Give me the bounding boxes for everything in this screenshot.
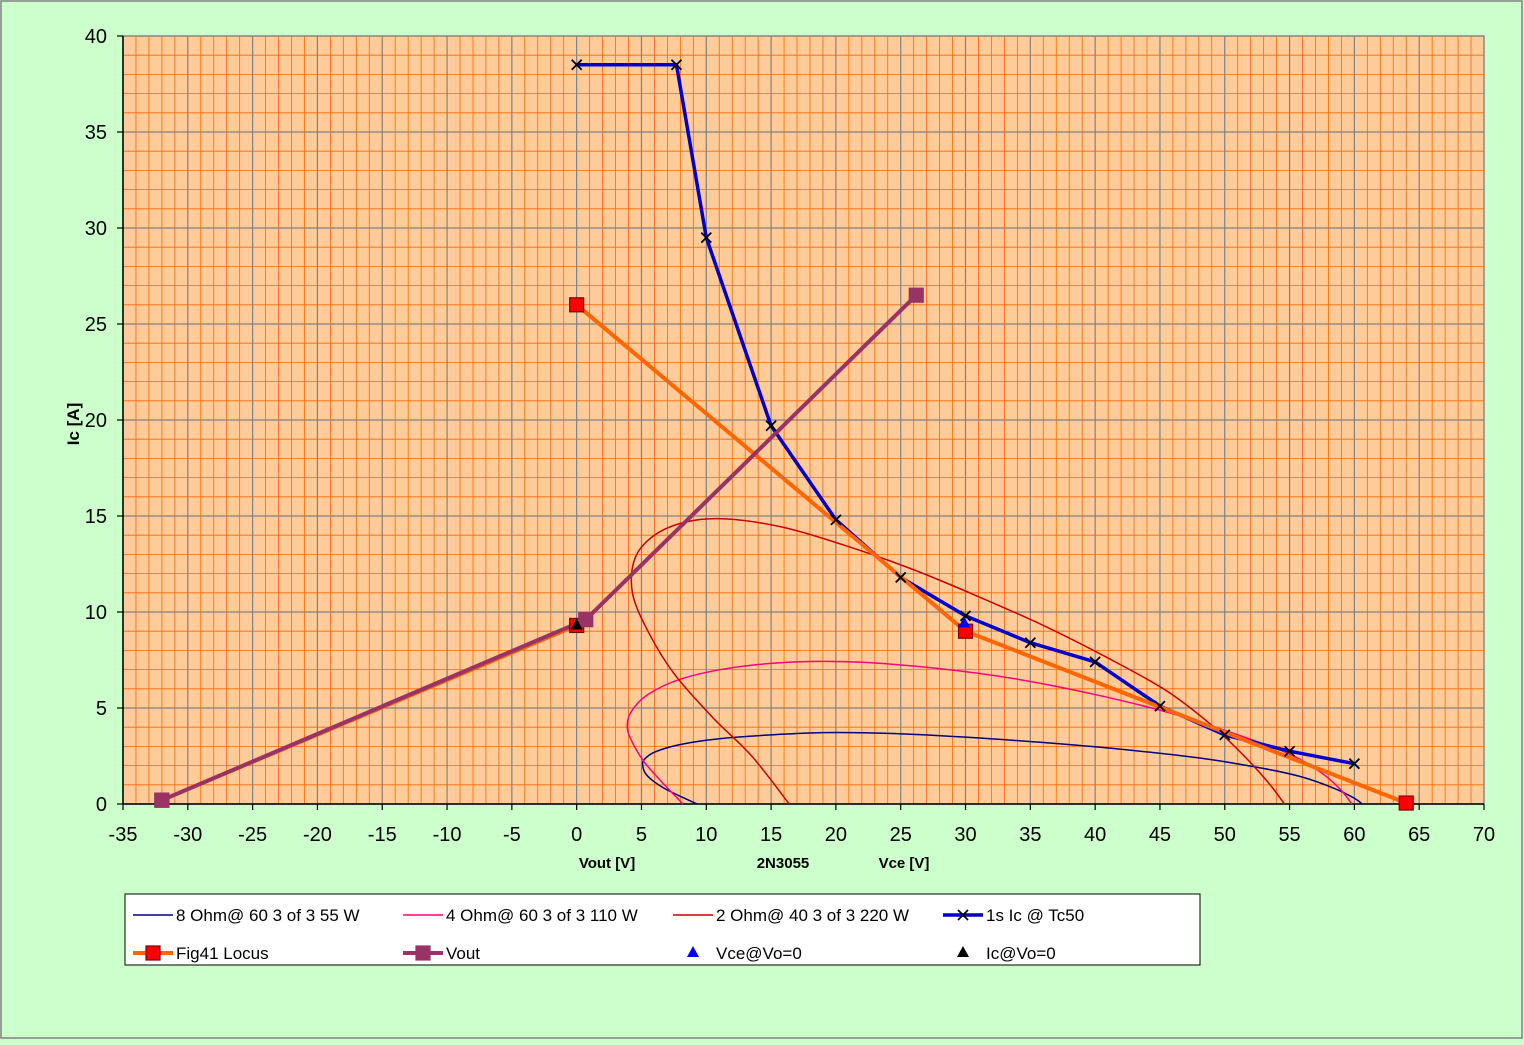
series-1s-ic-tc50-point	[830, 514, 842, 526]
series-vout-point	[154, 792, 170, 808]
x-tick-label: -25	[238, 824, 267, 846]
series-fig41-locus-point	[569, 297, 585, 313]
y-axis-label: Ic [A]	[64, 403, 83, 446]
series-vout-point	[578, 612, 594, 628]
series-fig41-locus-point	[1398, 795, 1414, 811]
legend-1s-ic-tc50-marker-stroke	[957, 909, 969, 921]
legend-vout-label: Vout	[446, 944, 480, 963]
x-tick-label: 50	[1214, 824, 1236, 846]
series-1s-ic-tc50-point	[1154, 700, 1166, 712]
series-1s-ic-tc50-point-stroke	[895, 571, 907, 584]
y-tick-label: 0	[96, 794, 107, 816]
legend-ic-vo-0-label: Ic@Vo=0	[986, 944, 1056, 963]
y-tick-label: 20	[85, 410, 107, 432]
x-tick-label: -10	[433, 824, 462, 846]
legend-fig41-locus-label: Fig41 Locus	[176, 944, 269, 963]
series-1s-ic-tc50-point-stroke	[1283, 745, 1296, 757]
x-tick-label: -15	[368, 824, 397, 846]
y-tick-label: 5	[96, 698, 107, 720]
series-1s-ic-tc50-point	[571, 59, 583, 71]
legend-vce-vo-0-label: Vce@Vo=0	[716, 944, 802, 963]
x-tick-label: -5	[503, 824, 521, 846]
x-tick-label: -30	[173, 824, 202, 846]
series-1s-ic-tc50-point-stroke	[1089, 656, 1101, 668]
x-tick-label: 10	[695, 824, 717, 846]
legend-8-ohm-60-3-of-3-55-w-label: 8 Ohm@ 60 3 of 3 55 W	[176, 906, 360, 925]
series-1s-ic-tc50-point-stroke	[1024, 637, 1036, 649]
x-tick-label: 30	[954, 824, 976, 846]
series-ic-vo-0-point	[570, 618, 583, 630]
series-1s-ic-tc50-point-stroke	[700, 231, 712, 244]
series-1s-ic-tc50-point	[1283, 745, 1296, 757]
y-tick-label: 40	[85, 26, 107, 48]
y-tick-label: 30	[85, 218, 107, 240]
x-tick-label: 60	[1343, 824, 1365, 846]
legend-1s-ic-tc50-label: 1s Ic @ Tc50	[986, 906, 1084, 925]
y-tick-label: 10	[85, 602, 107, 624]
x-tick-label: 25	[890, 824, 912, 846]
x-tick-label: 40	[1084, 824, 1106, 846]
legend-ic-vo-0-marker	[957, 946, 969, 957]
series-1s-ic-tc50-point-stroke	[830, 514, 842, 526]
series-1s-ic-tc50-point-stroke	[670, 59, 683, 71]
series-1s-ic-tc50-point	[959, 610, 972, 622]
series-1s-ic-tc50-point-stroke	[1219, 729, 1231, 741]
series-1s-ic-tc50-point	[700, 231, 712, 244]
series-1s-ic-tc50-point	[895, 571, 907, 584]
series-1s-ic-tc50-point-stroke	[765, 420, 777, 432]
x-tick-label: -35	[109, 824, 138, 846]
series-1s-ic-tc50-point	[670, 59, 683, 71]
legend-box	[124, 893, 1201, 966]
legend-4-ohm-60-3-of-3-110-w-label: 4 Ohm@ 60 3 of 3 110 W	[446, 906, 638, 925]
y-tick-label: 25	[85, 314, 107, 336]
x-tick-label: 5	[636, 824, 647, 846]
series-1s-ic-tc50-point-stroke	[571, 59, 583, 71]
x-axis-label-device: 2N3055	[757, 855, 810, 872]
x-axis-label-vce: Vce [V]	[879, 855, 930, 872]
x-tick-label: 55	[1278, 824, 1300, 846]
x-tick-label: 35	[1019, 824, 1041, 846]
series-vce-vo-0-point	[958, 616, 971, 628]
series-2-ohm-40-3-of-3-220-w-curve	[630, 517, 1285, 805]
series-1s-ic-tc50-point-stroke	[959, 610, 972, 622]
x-tick-label: 20	[825, 824, 847, 846]
x-tick-label: 65	[1408, 824, 1430, 846]
legend-vce-vo-0-marker	[687, 946, 699, 957]
x-tick-label: -20	[303, 824, 332, 846]
x-tick-label: 70	[1473, 824, 1495, 846]
x-tick-label: 45	[1149, 824, 1171, 846]
series-8-ohm-60-3-of-3-55-w-curve	[641, 731, 1363, 805]
series-1s-ic-tc50-point-stroke	[1154, 700, 1166, 712]
series-1s-ic-tc50-point	[1348, 758, 1361, 770]
x-axis-label-vout: Vout [V]	[579, 855, 635, 872]
legend-fig41-locus-marker	[145, 945, 161, 961]
series-1s-ic-tc50-point	[1024, 637, 1036, 649]
x-tick-label: 0	[571, 824, 582, 846]
series-1s-ic-tc50-point	[1219, 729, 1231, 741]
series-1s-ic-tc50-point	[765, 420, 777, 432]
series-1s-ic-tc50-point	[1089, 656, 1101, 668]
x-tick-label: 15	[760, 824, 782, 846]
legend-1s-ic-tc50-marker	[957, 909, 969, 921]
y-tick-label: 35	[85, 122, 107, 144]
legend-vout-marker	[415, 945, 431, 961]
legend-2-ohm-40-3-of-3-220-w-label: 2 Ohm@ 40 3 of 3 220 W	[716, 906, 909, 925]
y-tick-label: 15	[85, 506, 107, 528]
series-1s-ic-tc50-point-stroke	[1348, 758, 1361, 770]
series-vout-point	[908, 287, 924, 303]
